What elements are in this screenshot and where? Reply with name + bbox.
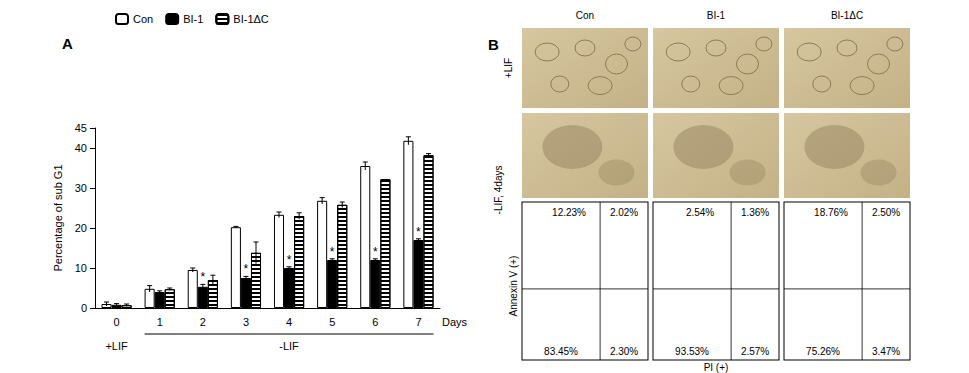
svg-text:1.36%: 1.36% — [741, 207, 769, 218]
svg-text:2.02%: 2.02% — [610, 207, 638, 218]
svg-text:Con: Con — [576, 10, 594, 21]
svg-text:45: 45 — [75, 122, 87, 134]
svg-text:-LIF, 4days: -LIF, 4days — [493, 166, 504, 215]
svg-text:Percentage of sub G1: Percentage of sub G1 — [52, 164, 64, 271]
svg-text:A: A — [62, 35, 73, 52]
svg-text:BI-1: BI-1 — [183, 13, 203, 25]
svg-text:3.47%: 3.47% — [872, 346, 900, 357]
svg-text:*: * — [287, 253, 292, 267]
svg-text:5: 5 — [329, 316, 335, 328]
svg-text:*: * — [200, 270, 205, 284]
svg-text:4: 4 — [286, 316, 292, 328]
svg-text:93.53%: 93.53% — [675, 346, 709, 357]
svg-text:30: 30 — [75, 182, 87, 194]
svg-text:Annexin V (+): Annexin V (+) — [508, 256, 519, 317]
svg-text:7: 7 — [415, 316, 421, 328]
svg-text:83.45%: 83.45% — [544, 346, 578, 357]
svg-text:BI-1ΔC: BI-1ΔC — [233, 13, 269, 25]
svg-text:40: 40 — [75, 142, 87, 154]
svg-text:+LIF: +LIF — [105, 340, 128, 352]
svg-text:1: 1 — [157, 316, 163, 328]
svg-text:6: 6 — [372, 316, 378, 328]
svg-text:PI (+): PI (+) — [704, 362, 729, 373]
svg-text:BI-1ΔC: BI-1ΔC — [831, 10, 863, 21]
svg-text:*: * — [244, 262, 249, 276]
svg-text:*: * — [373, 245, 378, 259]
svg-text:*: * — [330, 245, 335, 259]
svg-text:0: 0 — [114, 316, 120, 328]
svg-text:2: 2 — [200, 316, 206, 328]
svg-text:+LIF: +LIF — [503, 58, 514, 78]
svg-text:2.50%: 2.50% — [872, 207, 900, 218]
svg-text:B: B — [488, 36, 499, 53]
svg-text:-LIF: -LIF — [279, 340, 299, 352]
svg-text:10: 10 — [75, 262, 87, 274]
svg-text:75.26%: 75.26% — [806, 346, 840, 357]
svg-text:2.54%: 2.54% — [686, 207, 714, 218]
svg-text:12.23%: 12.23% — [552, 207, 586, 218]
svg-text:20: 20 — [75, 222, 87, 234]
svg-text:2.57%: 2.57% — [741, 346, 769, 357]
svg-text:18.76%: 18.76% — [814, 207, 848, 218]
svg-text:*: * — [416, 225, 421, 239]
svg-text:0: 0 — [81, 302, 87, 314]
svg-text:BI-1: BI-1 — [707, 10, 726, 21]
svg-text:Days: Days — [442, 316, 468, 328]
svg-text:3: 3 — [243, 316, 249, 328]
svg-text:Con: Con — [133, 13, 153, 25]
svg-text:2.30%: 2.30% — [610, 346, 638, 357]
